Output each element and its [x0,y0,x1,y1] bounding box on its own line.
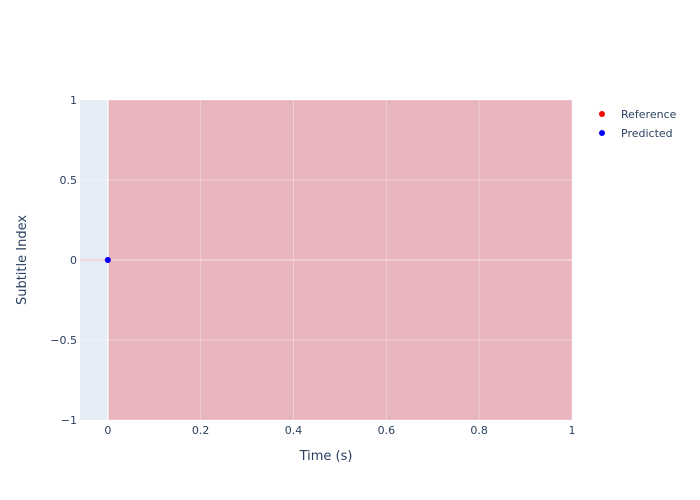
legend-label-reference: Reference [621,108,677,121]
x-tick-label: 0 [104,424,111,437]
x-axis-title: Time (s) [299,449,353,464]
y-tick-label: 0.5 [60,174,78,187]
x-tick-label: 1 [569,424,576,437]
x-tick-label: 0.8 [470,424,488,437]
y-tick-label: 1 [70,94,77,107]
data-points [104,257,111,263]
y-tick-label: −0.5 [50,334,77,347]
x-tick-label: 0.2 [192,424,210,437]
y-axis-ticks: 1 0.5 0 −0.5 −1 [50,94,77,427]
y-axis-title: Subtitle Index [15,215,30,305]
y-tick-label: −1 [61,414,77,427]
point-predicted [104,257,111,263]
legend: Reference Predicted [599,108,677,140]
legend-marker-predicted [599,130,605,136]
x-axis-ticks: 0 0.2 0.4 0.6 0.8 1 [104,424,575,437]
legend-marker-reference [599,111,605,117]
x-tick-label: 0.4 [285,424,303,437]
x-tick-label: 0.6 [378,424,396,437]
y-tick-label: 0 [70,254,77,267]
legend-label-predicted: Predicted [621,127,673,140]
